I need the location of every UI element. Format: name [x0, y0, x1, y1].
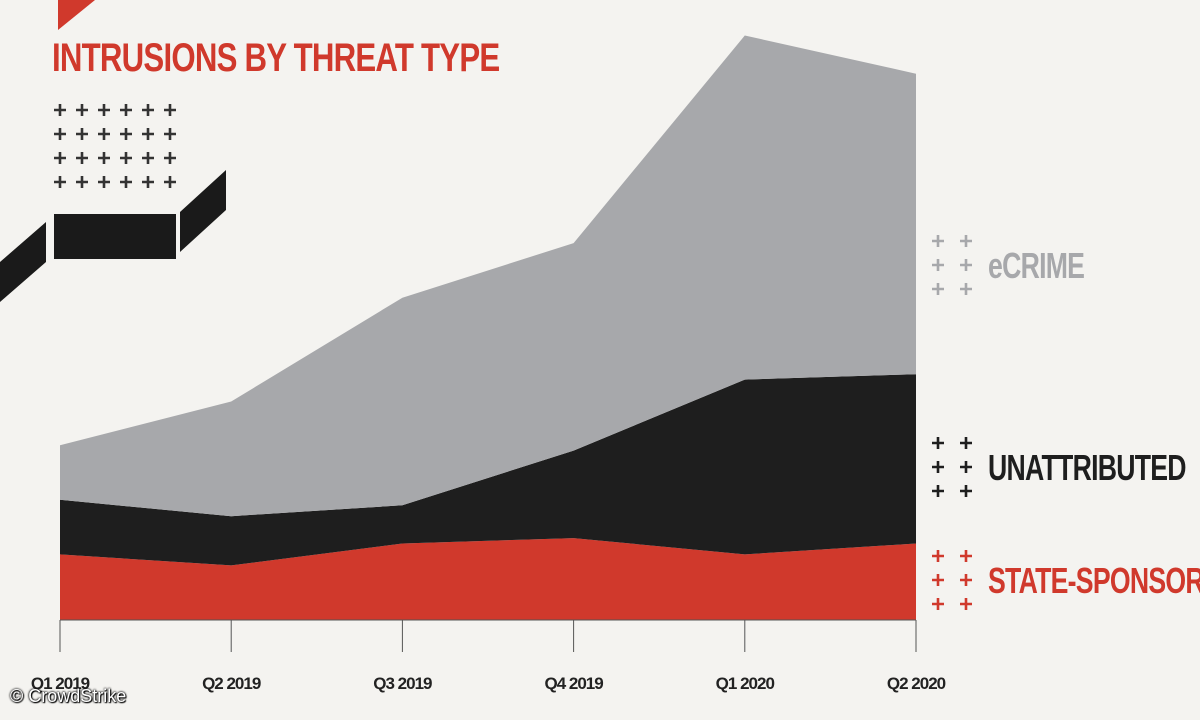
plus-icon	[960, 437, 972, 449]
plus-icon	[54, 176, 66, 188]
plus-icon	[932, 550, 944, 562]
plus-icon	[120, 104, 132, 116]
area-series-unattributed	[60, 374, 916, 566]
legend-label-ecrime: eCRIME	[988, 245, 1085, 286]
plus-icon	[98, 128, 110, 140]
plus-icon	[932, 485, 944, 497]
plus-icon	[98, 104, 110, 116]
plus-icon	[932, 259, 944, 271]
plus-icon	[164, 104, 176, 116]
plus-icon	[932, 283, 944, 295]
plus-icon	[164, 128, 176, 140]
area-series-state-sponsored	[60, 538, 916, 620]
plus-icon	[120, 152, 132, 164]
legend-label-unattributed: UNATTRIBUTED	[988, 447, 1187, 488]
plus-icon	[120, 176, 132, 188]
plus-icon	[98, 152, 110, 164]
chart-title: INTRUSIONS BY THREAT TYPE	[52, 36, 500, 80]
x-tick-label: Q1 2020	[715, 674, 775, 693]
plus-icon	[932, 461, 944, 473]
x-tick-label: Q2 2020	[886, 674, 946, 693]
slanted-bar-decoration	[0, 222, 46, 302]
x-tick-label: Q3 2019	[373, 674, 432, 693]
plus-icon	[960, 235, 972, 247]
plus-icon	[142, 128, 154, 140]
plus-icon	[960, 550, 972, 562]
plus-icon	[76, 152, 88, 164]
plus-icon	[142, 104, 154, 116]
plus-icon	[932, 574, 944, 586]
slanted-bar-decoration	[180, 170, 226, 252]
x-tick-label: Q1 2019	[30, 674, 90, 693]
x-tick-label: Q2 2019	[202, 674, 261, 693]
plus-icon	[932, 437, 944, 449]
plus-icon	[76, 176, 88, 188]
plus-icon	[98, 176, 110, 188]
plus-icon	[54, 104, 66, 116]
plus-icon	[164, 176, 176, 188]
plus-grid-decoration	[54, 104, 176, 188]
legend-label-state-sponsored: STATE-SPONSORED	[988, 560, 1200, 601]
corner-triangle-decoration	[58, 0, 95, 30]
plus-icon	[960, 259, 972, 271]
plus-icon	[142, 152, 154, 164]
plus-icon	[142, 176, 154, 188]
plus-icon	[960, 574, 972, 586]
plus-icon	[960, 461, 972, 473]
plus-icon	[54, 128, 66, 140]
area-series-ecrime	[60, 35, 916, 517]
x-tick-label: Q4 2019	[544, 674, 603, 693]
plus-icon	[960, 598, 972, 610]
plus-icon	[164, 152, 176, 164]
plus-icon	[932, 598, 944, 610]
copyright-credit: © CrowdStrike	[10, 686, 127, 706]
black-bar-decoration	[54, 214, 176, 259]
plus-icon	[932, 235, 944, 247]
plus-icon	[76, 104, 88, 116]
plus-icon	[960, 283, 972, 295]
plus-icon	[960, 485, 972, 497]
plus-icon	[120, 128, 132, 140]
plus-icon	[76, 128, 88, 140]
plus-icon	[54, 152, 66, 164]
